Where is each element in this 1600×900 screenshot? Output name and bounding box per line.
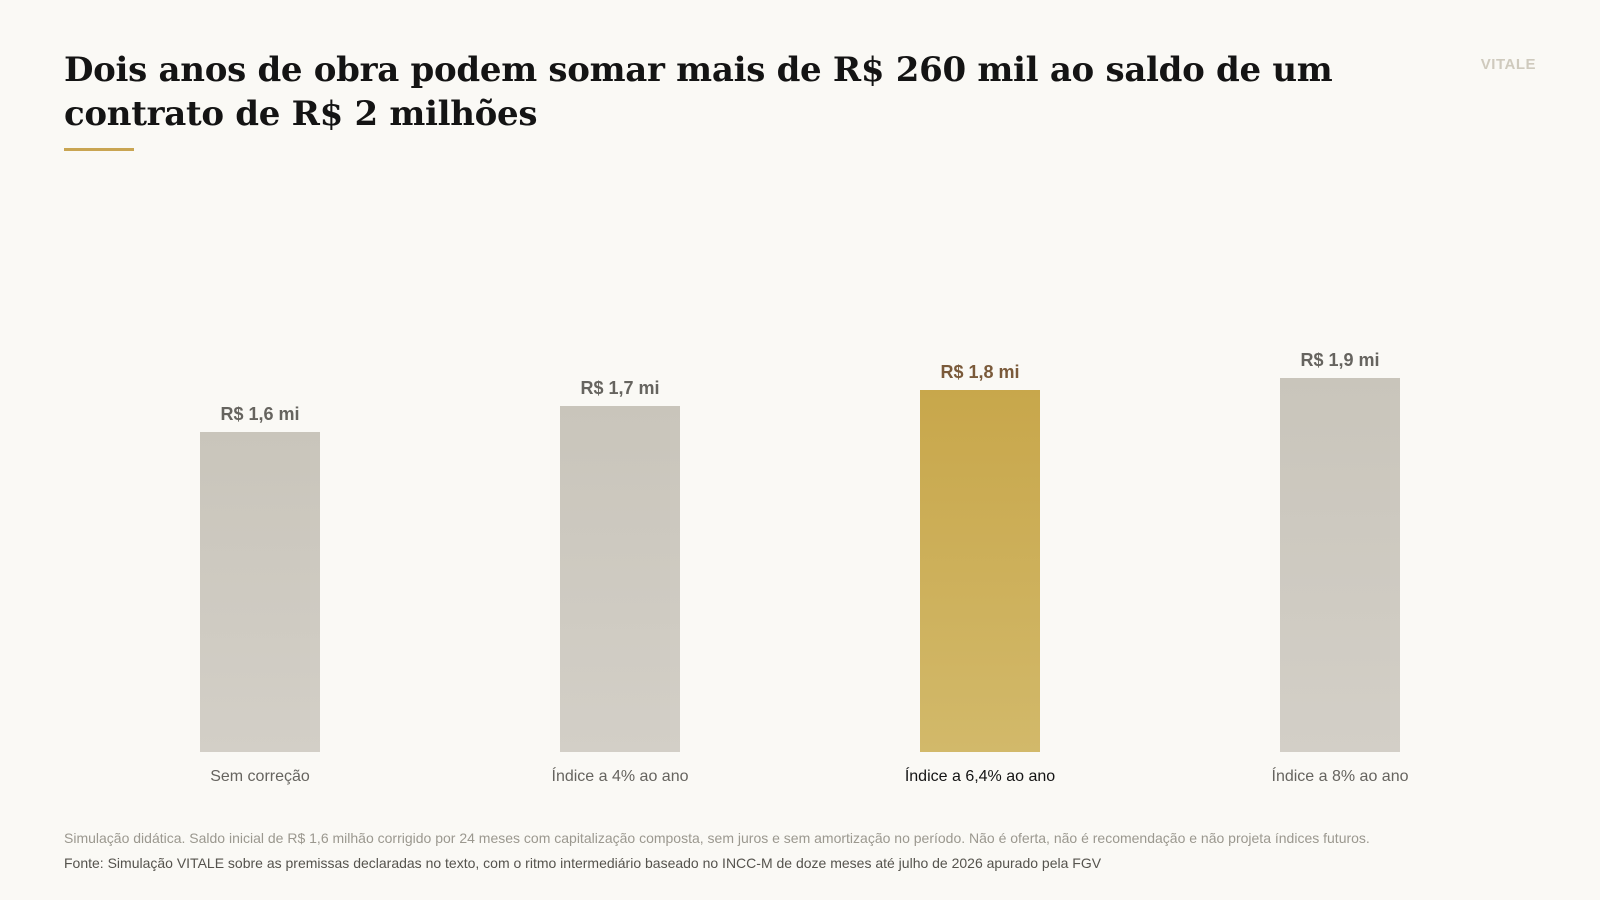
bar-2 — [560, 406, 680, 752]
bar-4 — [1280, 378, 1400, 752]
bar-3 — [920, 390, 1040, 752]
chart-title: Dois anos de obra podem somar mais de R$… — [64, 50, 1333, 134]
source-note: Fonte: Simulação VITALE sobre as premiss… — [64, 855, 1102, 871]
bar-value-label-3: R$ 1,8 mi — [940, 362, 1019, 382]
brand-logo: VITALE — [1480, 56, 1536, 73]
bar-chart: R$ 1,6 mi Sem correção R$ 1,7 mi Índice a 4… — [200, 350, 1409, 785]
bar-value-label-4: R$ 1,9 mi — [1300, 350, 1379, 370]
methodology-note: Simulação didática. Saldo inicial de R$ … — [64, 830, 1370, 846]
bar-1 — [200, 432, 320, 752]
bar-value-label-2: R$ 1,7 mi — [580, 378, 659, 398]
category-label-1: Sem correção — [210, 768, 310, 785]
category-label-3: Índice a 6,4% ao ano — [905, 766, 1055, 785]
category-label-2: Índice a 4% ao ano — [552, 766, 689, 785]
bar-value-label-1: R$ 1,6 mi — [220, 404, 299, 424]
title-accent-rule — [64, 148, 134, 151]
category-label-4: Índice a 8% ao ano — [1272, 766, 1409, 785]
